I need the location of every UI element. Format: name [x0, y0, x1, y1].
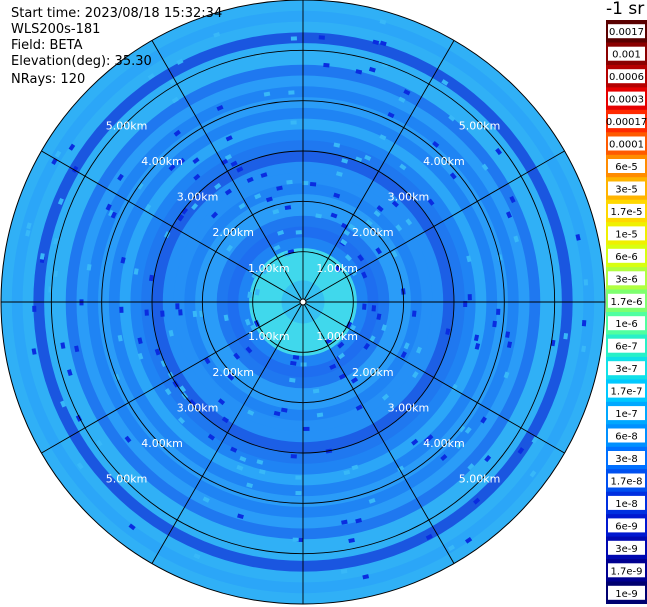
range-ring-label: 2.00km: [212, 366, 254, 379]
range-ring-label: 5.00km: [106, 473, 148, 486]
azimuth-spoke: [302, 150, 565, 303]
colorbar-label-box: [608, 114, 645, 129]
colorbar-label-box: [608, 69, 645, 84]
colorbar-label: 3e-5: [615, 185, 638, 196]
colorbar-label-box: [608, 136, 645, 151]
colorbar-label-box: [608, 563, 645, 578]
range-ring-label: 4.00km: [141, 437, 183, 450]
colorbar-label: 1e-7: [615, 409, 638, 420]
range-ring-label: 3.00km: [177, 401, 219, 414]
colorbar-label-box: [608, 293, 645, 308]
colorbar-label-box: [608, 181, 645, 196]
colorbar-label: 1.7e-5: [610, 207, 642, 218]
colorbar-label: 6e-6: [615, 252, 638, 263]
colorbar-label-box: [608, 473, 645, 488]
range-ring-label: 1.00km: [248, 330, 290, 343]
colorbar-label-box: [608, 248, 645, 263]
range-ring-label: 4.00km: [423, 155, 465, 168]
range-ring-label: 1.00km: [316, 330, 358, 343]
colorbar-label: 6e-8: [615, 432, 638, 443]
field-label: Field: BETA: [11, 38, 83, 53]
colorbar-label: 0.00017: [606, 117, 647, 128]
nrays-label: NRays: 120: [11, 72, 86, 87]
colorbar-label: 1.7e-8: [610, 477, 642, 488]
range-ring-label: 2.00km: [352, 226, 394, 239]
azimuth-spoke: [302, 301, 455, 564]
colorbar-label-box: [608, 159, 645, 173]
elevation-label: Elevation(deg): 35.30: [11, 54, 152, 69]
range-ring-label: 3.00km: [388, 401, 430, 414]
colorbar-label: 0.001: [612, 50, 641, 61]
colorbar-label: 1.7e-6: [610, 297, 642, 308]
start-time-label: Start time: 2023/08/18 15:32:34: [11, 6, 223, 21]
colorbar-label: 1.7e-9: [610, 566, 642, 577]
range-ring-label: 1.00km: [316, 262, 358, 275]
colorbar-label: 1e-8: [615, 499, 638, 510]
colorbar-label: 0.0003: [609, 95, 644, 106]
range-ring-label: 5.00km: [459, 120, 501, 133]
range-ring-label: 2.00km: [352, 366, 394, 379]
colorbar-label-box: [608, 540, 645, 555]
colorbar-label-box: [608, 585, 645, 600]
colorbar-label: 0.0006: [609, 72, 644, 83]
colorbar-label: 3e-6: [615, 274, 638, 285]
colorbar-label-box: [608, 203, 645, 218]
colorbar-label: 1e-6: [615, 319, 638, 330]
azimuth-spoke: [41, 301, 304, 454]
colorbar-label: 1.7e-7: [610, 387, 642, 398]
colorbar-label-box: [608, 226, 645, 241]
radar-center-marker: [299, 298, 307, 306]
range-ring-label: 1.00km: [248, 262, 290, 275]
colorbar-label-box: [608, 406, 645, 421]
colorbar-label-box: [608, 383, 645, 398]
colorbar-label: 1e-9: [615, 589, 638, 600]
colorbar-title: -1 sr: [606, 0, 645, 19]
colorbar-label-box: [608, 24, 645, 39]
colorbar-label: 0.0017: [609, 27, 644, 38]
colorbar-label: 3e-9: [615, 544, 638, 555]
colorbar-label: 3e-8: [615, 454, 638, 465]
colorbar-label-box: [608, 316, 645, 331]
colorbar-label-box: [608, 361, 645, 376]
colorbar-label-box: [608, 271, 645, 286]
colorbar-label-box: [608, 428, 645, 443]
colorbar-label-box: [608, 91, 645, 106]
gate-speckle: [25, 19, 589, 580]
colorbar-label-box: [608, 338, 645, 353]
instrument-label: WLS200s-181: [11, 22, 101, 37]
range-ring-label: 5.00km: [106, 120, 148, 133]
range-ring-label: 3.00km: [177, 191, 219, 204]
colorbar-label: 0.0001: [609, 140, 644, 151]
colorbar-label-box: [608, 518, 645, 533]
colorbar-label: 6e-9: [615, 521, 638, 532]
colorbar-label: 6e-7: [615, 342, 638, 353]
azimuth-spoke: [302, 40, 455, 303]
colorbar-label: 1e-5: [615, 229, 638, 240]
azimuth-spoke: [41, 150, 304, 303]
colorbar-label-box: [608, 451, 645, 465]
colorbar-label-box: [608, 46, 645, 61]
colorbar-label: 3e-7: [615, 364, 638, 375]
range-ring-label: 5.00km: [459, 473, 501, 486]
azimuth-spoke: [151, 301, 304, 564]
range-ring-label: 4.00km: [141, 155, 183, 168]
range-ring-label: 4.00km: [423, 437, 465, 450]
colorbar-label-box: [608, 495, 645, 510]
range-ring-label: 2.00km: [212, 226, 254, 239]
colorbar: 0.0017 0.001 0.0006 0.0003 0.00017 0.0001 6e-5…: [606, 20, 647, 604]
azimuth-spoke: [151, 40, 304, 303]
colorbar-label: 6e-5: [615, 162, 638, 173]
azimuth-spoke: [302, 301, 565, 454]
range-ring-label: 3.00km: [388, 191, 430, 204]
